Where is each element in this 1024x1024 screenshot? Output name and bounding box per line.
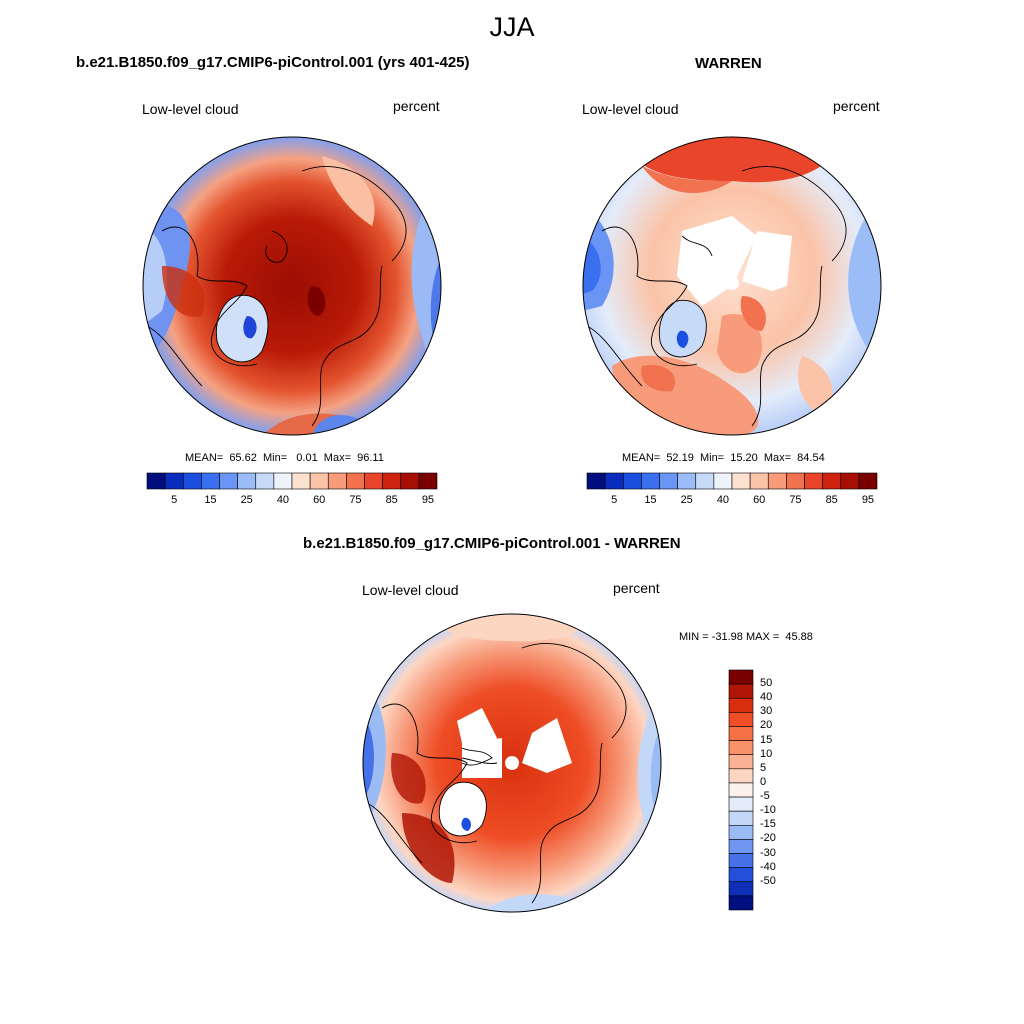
colorbar-swatch — [728, 740, 754, 756]
colorbar-swatch — [728, 867, 754, 883]
colorbar-tick-label: 40 — [276, 494, 290, 506]
colorbar-tick-label: 10 — [760, 747, 773, 760]
colorbar-tick-label: 75 — [789, 494, 802, 506]
colorbar-swatch — [728, 669, 754, 685]
colorbar-swatch — [164, 472, 184, 490]
colorbar-swatch — [201, 472, 220, 490]
diff-polar-map — [362, 613, 662, 913]
colorbar-swatch — [728, 881, 754, 897]
diff-stats: MIN = -31.98 MAX = 45.88 — [679, 631, 813, 643]
colorbar-tick-label: 20 — [760, 719, 773, 732]
model-polar-map — [142, 136, 442, 436]
colorbar-tick-label: 5 — [611, 494, 618, 506]
colorbar-tick-label: 60 — [313, 494, 326, 506]
colorbar-swatch — [728, 726, 754, 741]
colorbar-swatch — [728, 895, 754, 911]
colorbar-tick-label: 25 — [240, 494, 253, 506]
colorbar-tick-label: 40 — [760, 691, 773, 704]
colorbar-swatch — [291, 472, 311, 490]
obs-variable-label: Low-level cloud — [582, 101, 679, 117]
colorbar-swatch — [767, 472, 787, 490]
colorbar-tick-label: 95 — [861, 494, 875, 506]
colorbar-tick-label: 15 — [760, 733, 773, 746]
colorbar-swatch — [586, 472, 606, 490]
colorbar-swatch — [237, 472, 257, 490]
colorbar-tick-label: 30 — [760, 705, 773, 718]
colorbar-tick-label: -15 — [760, 818, 776, 831]
colorbar-swatch — [622, 472, 642, 490]
colorbar-swatch — [346, 472, 365, 490]
colorbar-swatch — [749, 472, 769, 490]
model-variable-label: Low-level cloud — [142, 101, 239, 117]
colorbar-swatch — [731, 472, 751, 490]
colorbar-swatch — [659, 472, 678, 490]
colorbar-swatch — [728, 782, 754, 798]
colorbar-swatch — [728, 810, 754, 826]
colorbar-swatch — [255, 472, 275, 490]
colorbar-swatch — [382, 472, 402, 490]
model-colorbar — [146, 472, 438, 490]
colorbar-tick-label: 25 — [680, 494, 693, 506]
colorbar-tick-label: 95 — [421, 494, 435, 506]
colorbar-swatch — [728, 796, 754, 812]
colorbar-tick-label: 15 — [644, 494, 657, 506]
model-units-label: percent — [393, 98, 440, 114]
colorbar-tick-label: -20 — [760, 832, 776, 845]
colorbar-swatch — [858, 472, 878, 490]
colorbar-tick-label: -10 — [760, 804, 776, 817]
colorbar-swatch — [364, 472, 383, 490]
obs-colorbar — [586, 472, 878, 490]
colorbar-tick-label: -5 — [760, 790, 770, 803]
diff-colorbar — [728, 669, 754, 911]
colorbar-tick-label: -40 — [760, 860, 776, 873]
diff-panel-title: b.e21.B1850.f09_g17.CMIP6-piControl.001 … — [303, 535, 681, 552]
model-stats: MEAN= 65.62 Min= 0.01 Max= 96.11 — [185, 452, 384, 464]
colorbar-swatch — [728, 697, 754, 713]
colorbar-swatch — [146, 472, 166, 490]
colorbar-swatch — [641, 472, 660, 490]
colorbar-tick-label: 75 — [349, 494, 362, 506]
colorbar-swatch — [713, 472, 733, 490]
colorbar-swatch — [728, 839, 754, 854]
colorbar-swatch — [728, 824, 754, 840]
colorbar-tick-label: 40 — [716, 494, 730, 506]
figure-title: JJA — [489, 12, 535, 42]
diff-units-label: percent — [613, 580, 660, 596]
colorbar-swatch — [327, 472, 347, 490]
obs-panel-title: WARREN — [695, 55, 762, 72]
colorbar-tick-label: 85 — [825, 494, 838, 506]
colorbar-swatch — [418, 472, 438, 490]
colorbar-tick-label: -30 — [760, 846, 776, 859]
colorbar-swatch — [309, 472, 329, 490]
colorbar-swatch — [728, 853, 754, 868]
colorbar-swatch — [677, 472, 697, 490]
colorbar-swatch — [695, 472, 715, 490]
colorbar-tick-label: 0 — [760, 775, 767, 788]
colorbar-swatch — [840, 472, 860, 490]
colorbar-swatch — [786, 472, 805, 490]
obs-units-label: percent — [833, 98, 880, 114]
colorbar-swatch — [728, 712, 754, 727]
colorbar-swatch — [728, 754, 754, 770]
colorbar-swatch — [182, 472, 202, 490]
colorbar-swatch — [400, 472, 420, 490]
colorbar-tick-label: 60 — [753, 494, 766, 506]
colorbar-tick-label: 5 — [760, 761, 767, 774]
colorbar-swatch — [728, 683, 754, 699]
colorbar-swatch — [822, 472, 842, 490]
colorbar-swatch — [804, 472, 823, 490]
colorbar-swatch — [728, 768, 754, 784]
obs-polar-map — [582, 136, 882, 436]
colorbar-swatch — [219, 472, 238, 490]
colorbar-tick-label: 50 — [760, 677, 773, 690]
colorbar-tick-label: 85 — [385, 494, 398, 506]
obs-stats: MEAN= 52.19 Min= 15.20 Max= 84.54 — [622, 452, 825, 464]
colorbar-tick-label: 5 — [171, 494, 178, 506]
colorbar-swatch — [273, 472, 293, 490]
colorbar-tick-label: -50 — [760, 874, 776, 887]
colorbar-tick-label: 15 — [204, 494, 217, 506]
colorbar-swatch — [604, 472, 624, 490]
model-panel-title: b.e21.B1850.f09_g17.CMIP6-piControl.001 … — [76, 54, 470, 71]
diff-variable-label: Low-level cloud — [362, 582, 459, 598]
